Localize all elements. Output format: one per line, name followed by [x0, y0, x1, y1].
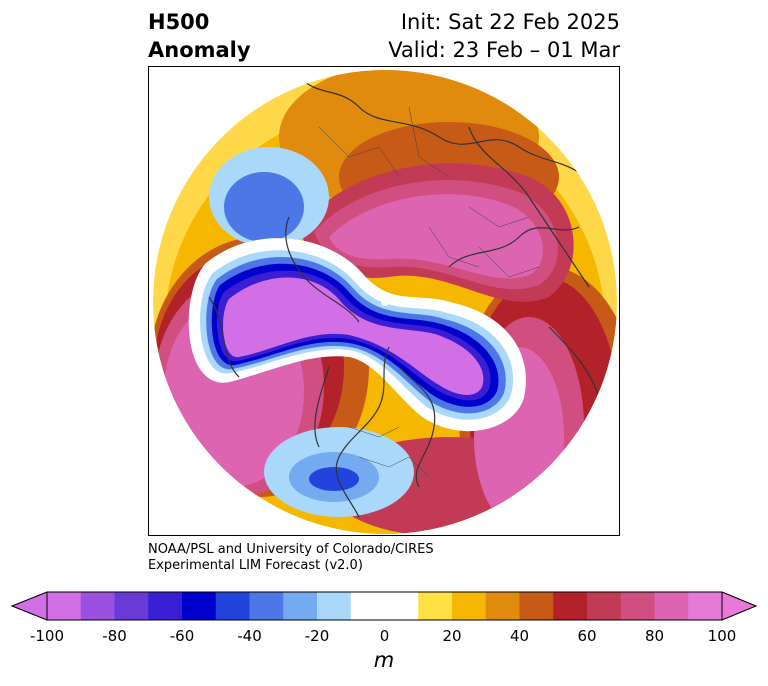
colorbar-cell [182, 592, 217, 620]
anomaly-map-svg [153, 70, 617, 534]
colorbar-cell [688, 592, 723, 620]
chart-title: H500 Anomaly [148, 8, 251, 64]
data-credit: NOAA/PSL and University of Colorado/CIRE… [148, 542, 434, 574]
colorbar-tick-label: 60 [577, 627, 597, 645]
init-date-label: Init: Sat 22 Feb 2025 [400, 10, 620, 34]
forecast-dates: Init: Sat 22 Feb 2025 Valid: 23 Feb – 01… [388, 8, 620, 64]
colorbar-tick-label: -60 [169, 627, 195, 645]
colorbar-border [46, 591, 723, 621]
colorbar-tick-label: 80 [644, 627, 665, 645]
colorbar-cell [350, 592, 385, 620]
colorbar-tick-label: -80 [102, 627, 127, 645]
colorbar-tick-label: -20 [304, 627, 330, 645]
colorbar-cell [215, 592, 250, 620]
colorbar-cell [148, 592, 183, 620]
colorbar-cell [587, 592, 622, 620]
colorbar-tick-label: -100 [29, 627, 65, 645]
colorbar-cell [114, 592, 149, 620]
colorbar-max-arrow [721, 591, 758, 621]
colorbar-tick-label: 0 [379, 627, 390, 645]
colorbar-tick-label: -40 [237, 627, 262, 645]
title-line-2: Anomaly [148, 38, 251, 62]
colorbar-cell [654, 592, 689, 620]
colorbar-cell [283, 592, 318, 620]
colorbar-cell [384, 592, 419, 620]
valid-date-label: Valid: 23 Feb – 01 Mar [388, 38, 620, 62]
anomaly-map [148, 66, 620, 536]
colorbar-cell [519, 592, 554, 620]
political-borders [318, 106, 540, 478]
colorbar-tick-label: 40 [509, 627, 530, 645]
colorbar-tick-label: 100 [707, 627, 737, 645]
negative-anomaly-america-core [309, 467, 359, 491]
colorbar-min-arrow [10, 591, 48, 621]
colorbar-cell [317, 592, 352, 620]
negative-anomaly-north-2 [224, 172, 304, 242]
colorbar-cell [452, 592, 487, 620]
colorbar-tick-label: 20 [442, 627, 462, 645]
north-pole-marker [381, 298, 389, 306]
title-line-1: H500 [148, 10, 210, 34]
colorbar-unit-label: m [373, 648, 395, 672]
negative-anomaly-core [223, 277, 484, 395]
colorbar-cell [47, 592, 82, 620]
colorbar-cell [485, 592, 520, 620]
coastlines [208, 76, 600, 518]
colorbar-cell [620, 592, 655, 620]
credit-line-1: NOAA/PSL and University of Colorado/CIRE… [148, 542, 434, 557]
colorbar-cell [553, 592, 588, 620]
colorbar-cell [418, 592, 453, 620]
credit-line-2: Experimental LIM Forecast (v2.0) [148, 558, 363, 573]
colorbar [10, 591, 758, 621]
colorbar-cell [80, 592, 115, 620]
colorbar-cell [249, 592, 284, 620]
